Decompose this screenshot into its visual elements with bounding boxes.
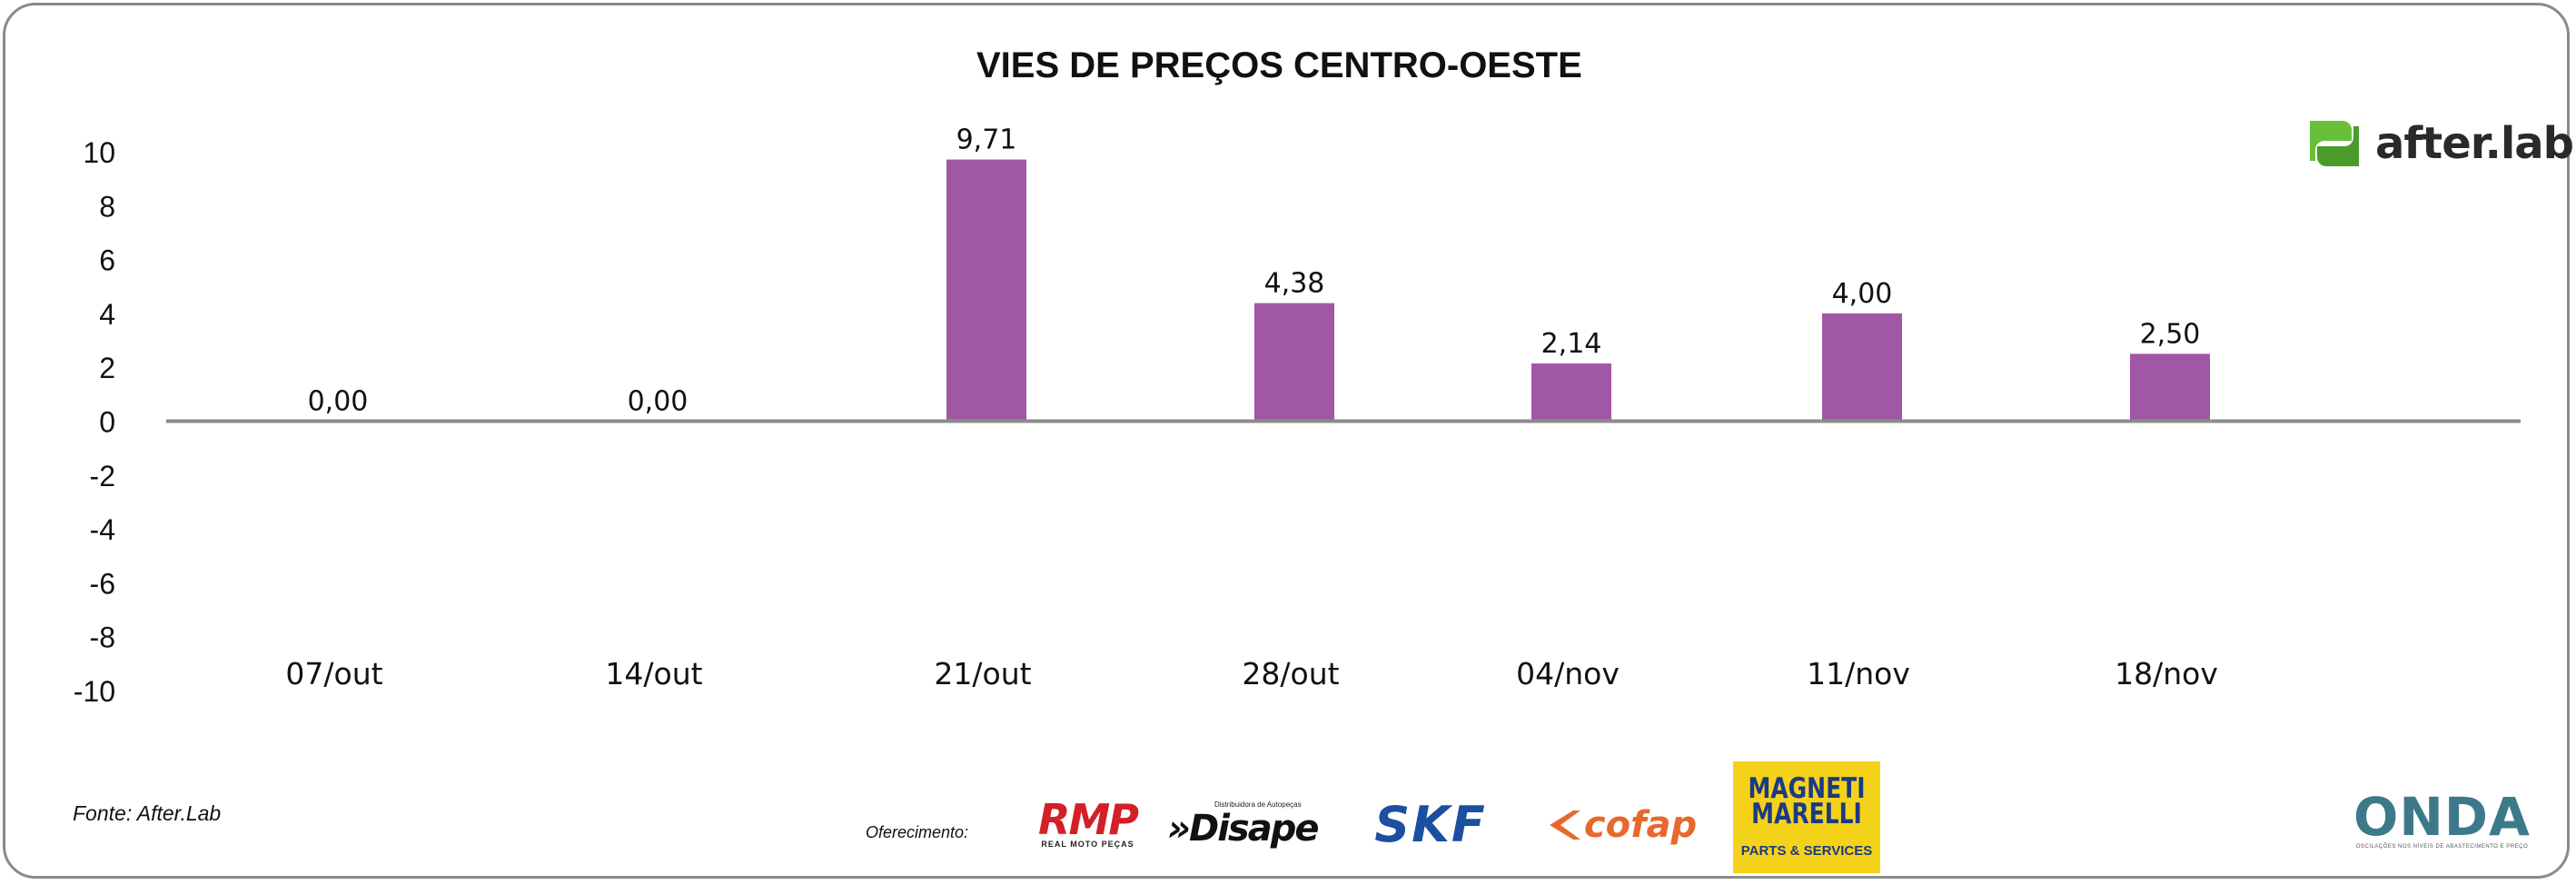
disape-logo-text: »Disape: [1167, 807, 1319, 850]
chart-title: VIES DE PREÇOS CENTRO-OESTE: [976, 45, 1582, 85]
source-note: Fonte: After.Lab: [73, 801, 222, 825]
cofap-chevron-icon: [1549, 810, 1580, 840]
bar: [2130, 353, 2210, 422]
data-label: 4,00: [1832, 278, 1893, 310]
bar: [1822, 313, 1902, 422]
y-tick-label: -2: [90, 460, 115, 492]
x-tick-label: 21/out: [934, 656, 1031, 691]
data-label: 4,38: [1264, 268, 1325, 300]
y-tick-label: -8: [90, 621, 115, 654]
x-tick-label: 18/nov: [2115, 656, 2218, 691]
magneti-logo-tagline: PARTS & SERVICES: [1740, 843, 1873, 859]
y-tick-label: 4: [99, 298, 115, 331]
cofap-logo-text: cofap: [1583, 804, 1698, 846]
data-label: 2,14: [1541, 328, 1602, 360]
onda-logo: ONDA OSCILAÇÕES NOS NÍVEIS DE ABASTECIME…: [2349, 785, 2535, 853]
y-tick-label: 2: [99, 352, 115, 384]
bar: [1531, 363, 1611, 422]
onda-logo-text: ONDA: [2353, 785, 2531, 848]
data-label: 9,71: [956, 124, 1017, 156]
sponsor-label: Oferecimento:: [866, 823, 969, 841]
magneti-logo-line1: MAGNETI: [1748, 771, 1866, 805]
x-tick-label: 07/out: [285, 656, 382, 691]
magneti-marelli-logo: MAGNETI MARELLI PARTS & SERVICES: [1733, 761, 1880, 873]
y-tick-label: -6: [90, 567, 115, 600]
data-label: 0,00: [308, 386, 369, 418]
bar: [946, 159, 1026, 422]
rmp-logo-tagline: REAL MOTO PEÇAS: [1041, 840, 1134, 849]
disape-logo: Distribuidora de Autopeças »Disape: [1167, 796, 1326, 852]
bar: [1254, 303, 1334, 422]
x-tick-label: 28/out: [1242, 656, 1339, 691]
y-tick-label: -4: [90, 513, 115, 546]
y-tick-label: 8: [99, 190, 115, 223]
data-label: 0,00: [628, 386, 689, 418]
disape-logo-tagline: Distribuidora de Autopeças: [1214, 800, 1302, 809]
x-tick-label: 04/nov: [1516, 656, 1620, 691]
x-tick-label: 14/out: [605, 656, 702, 691]
onda-logo-tagline: OSCILAÇÕES NOS NÍVEIS DE ABASTECIMENTO E…: [2355, 843, 2529, 850]
y-tick-label: 6: [99, 244, 115, 277]
skf-logo: SKF: [1344, 795, 1517, 853]
skf-logo-text: SKF: [1374, 795, 1487, 853]
afterlab-logo-text: after.lab: [2375, 118, 2574, 169]
rmp-logo: RMP REAL MOTO PEÇAS: [1026, 796, 1149, 852]
y-tick-label: 0: [99, 406, 115, 439]
rmp-logo-text: RMP: [1038, 795, 1139, 844]
afterlab-logo-icon: [2303, 117, 2366, 170]
data-label: 2,50: [2140, 318, 2201, 350]
cofap-logo: cofap: [1535, 798, 1708, 852]
afterlab-logo: after.lab: [2303, 116, 2574, 171]
chart-frame: [3, 3, 2570, 879]
y-tick-label: 10: [83, 136, 115, 169]
y-tick-label: -10: [74, 675, 115, 708]
magneti-logo-line2: MARELLI: [1751, 797, 1862, 830]
x-tick-label: 11/nov: [1807, 656, 1910, 691]
